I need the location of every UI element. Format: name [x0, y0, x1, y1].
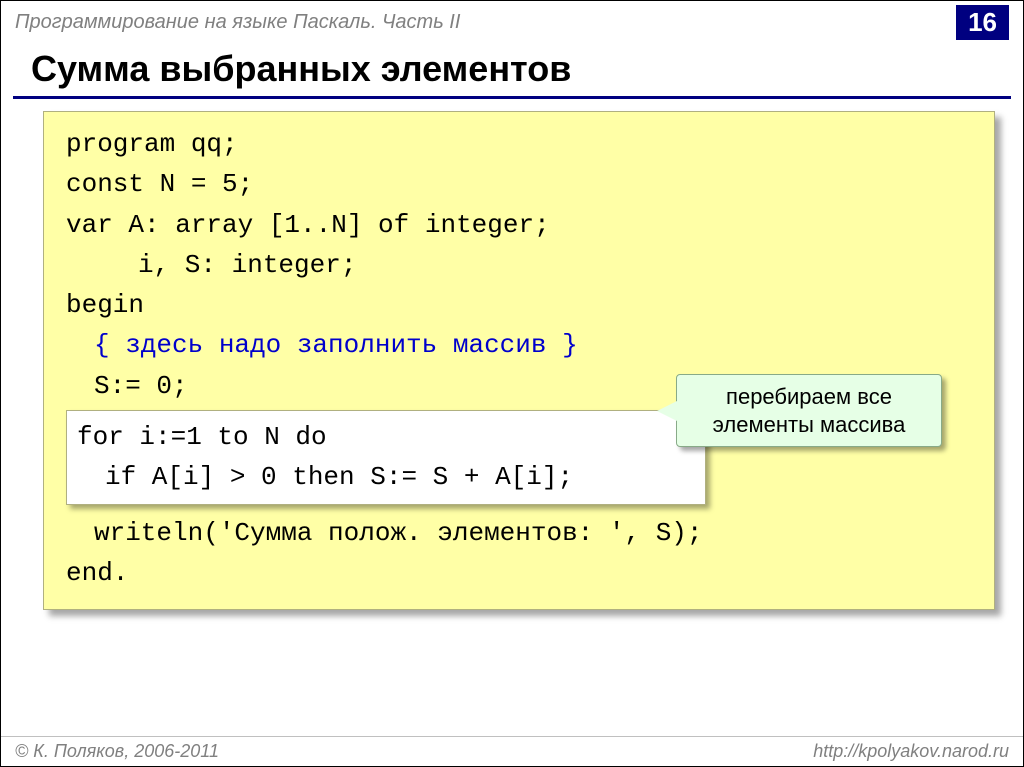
code-line: if A[i] > 0 then S:= S + A[i];: [77, 457, 695, 497]
inner-code-box: for i:=1 to N do if A[i] > 0 then S:= S …: [66, 410, 706, 505]
code-line: begin: [66, 285, 978, 325]
header-bar: Программирование на языке Паскаль. Часть…: [1, 1, 1023, 42]
title-underline: [13, 96, 1011, 99]
code-line: writeln('Сумма полож. элементов: ', S);: [66, 513, 978, 553]
code-line: var A: array [1..N] of integer;: [66, 205, 978, 245]
page-number: 16: [956, 5, 1009, 40]
code-comment: { здесь надо заполнить массив }: [66, 325, 978, 365]
footer-url: http://kpolyakov.narod.ru: [813, 741, 1009, 762]
slide-title: Сумма выбранных элементов: [1, 42, 1023, 96]
code-box: program qq; const N = 5; var A: array [1…: [43, 111, 995, 610]
code-line: for i:=1 to N do: [77, 417, 695, 457]
callout-text: элементы массива: [693, 411, 925, 439]
code-line: const N = 5;: [66, 164, 978, 204]
code-line: i, S: integer;: [66, 245, 978, 285]
footer-copyright: © К. Поляков, 2006-2011: [15, 741, 219, 762]
callout-text: перебираем все: [693, 383, 925, 411]
callout-box: перебираем все элементы массива: [676, 374, 942, 447]
slide: Программирование на языке Паскаль. Часть…: [0, 0, 1024, 767]
footer: © К. Поляков, 2006-2011 http://kpolyakov…: [1, 736, 1023, 766]
code-line: end.: [66, 553, 978, 593]
code-line: program qq;: [66, 124, 978, 164]
header-title: Программирование на языке Паскаль. Часть…: [15, 11, 460, 34]
